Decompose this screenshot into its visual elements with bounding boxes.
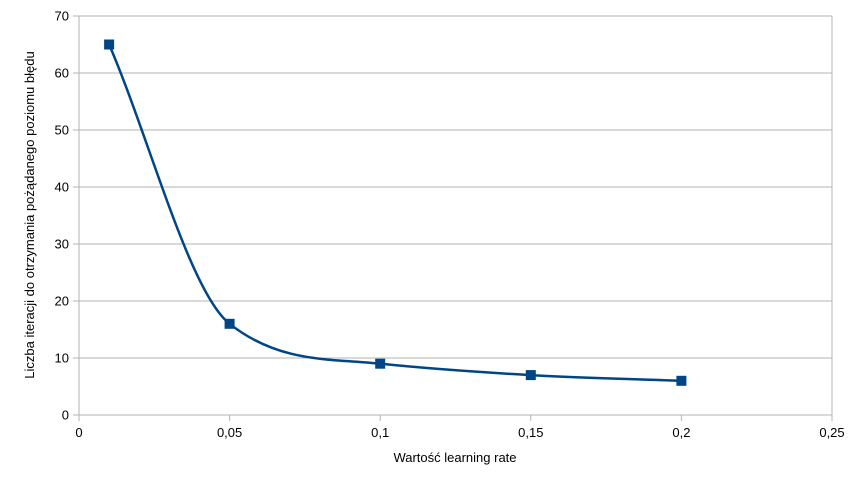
data-point (104, 39, 115, 50)
x-tick-label: 0,25 (819, 425, 844, 440)
y-tick-label: 10 (55, 351, 69, 366)
y-tick-label: 60 (55, 66, 69, 81)
data-point (375, 358, 386, 369)
y-tick-label: 70 (55, 9, 69, 24)
x-tick-label: 0,15 (518, 425, 543, 440)
series-line (107, 44, 682, 383)
y-axis-title: Liczba iteracji do otrzymania pożądanego… (22, 51, 37, 378)
data-point (676, 375, 687, 386)
x-tick-label: 0,1 (371, 425, 389, 440)
grid-lines (79, 15, 832, 416)
series-group (104, 39, 687, 386)
y-tick-label: 20 (55, 294, 69, 309)
x-tick-label: 0,05 (217, 425, 242, 440)
y-tick-labels: 0 10 20 30 40 50 60 70 (55, 9, 69, 423)
data-point (525, 370, 536, 381)
y-tick-label: 30 (55, 237, 69, 252)
x-axis-title: Wartość learning rate (393, 450, 516, 465)
axes (73, 15, 833, 421)
x-tick-labels: 0 0,05 0,1 0,15 0,2 0,25 (75, 425, 844, 440)
x-tick-label: 0 (75, 425, 82, 440)
y-tick-label: 50 (55, 123, 69, 138)
y-tick-label: 40 (55, 180, 69, 195)
y-tick-label: 0 (62, 408, 69, 423)
x-tick-label: 0,2 (672, 425, 690, 440)
data-point (224, 318, 235, 329)
